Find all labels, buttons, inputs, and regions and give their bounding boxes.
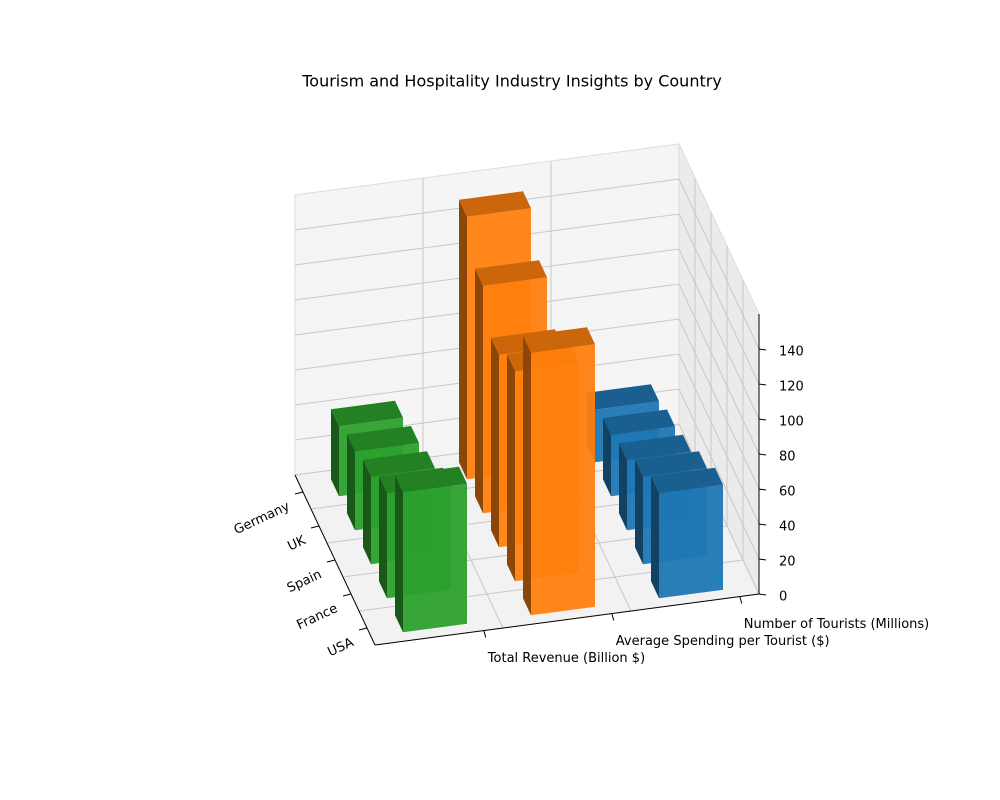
z-tick [758,453,767,456]
bar-top [635,451,707,477]
bar-left [475,268,483,514]
x-tick-label: Total Revenue (Billion $) [487,651,645,666]
bar-front [403,483,467,633]
z-tick-label: 120 [779,380,804,395]
z-tick-label: 80 [779,450,796,465]
bar-top [651,467,723,494]
bar-front [659,484,723,599]
bar-left [379,476,387,599]
z-tick-label: 100 [779,415,804,430]
bar-left [347,434,355,531]
z-tick [758,523,767,526]
z-tick [758,348,767,351]
bar-top [363,451,435,477]
bar [523,327,595,616]
bar-left [491,337,499,548]
bar-top [603,409,675,435]
x-tick-label: Number of Tourists (Millions) [744,617,929,632]
bar-left [363,459,371,565]
y-tick-label: USA [325,635,356,660]
x-axis [374,593,760,646]
bar-top [587,384,659,410]
bar-left [395,475,403,633]
bar-top [619,434,691,461]
z-tick [758,488,767,491]
bar-top [347,426,419,452]
x-tick-label: Average Spending per Tourist ($) [616,634,830,649]
bar-top [395,466,467,493]
bar-top [475,260,547,286]
y-tick [342,593,352,597]
z-tick-label: 40 [779,520,796,535]
bar-left [331,409,339,497]
z-tick-label: 140 [779,345,804,360]
y-tick-label: Spain [285,567,324,596]
y-tick [326,559,336,563]
x-tick [611,613,615,621]
bar-left [523,335,531,616]
x-tick [483,630,487,638]
bar-top [523,327,595,353]
y-tick-label: Germany [232,499,293,538]
z-tick [758,558,767,561]
bar-left [651,476,659,599]
bar-left [459,199,467,480]
y-tick-label: UK [285,533,308,554]
y-tick [294,491,304,495]
bar-left [603,418,611,497]
grid-line-v [342,246,728,578]
bar-top [459,191,531,217]
bar-left [507,354,515,582]
bar-left [619,443,627,531]
z-tick-label: 20 [779,555,796,570]
bar-front [531,344,595,616]
z-tick [758,383,767,386]
bar [395,466,467,633]
x-tick [739,596,743,604]
bar-top [331,400,403,427]
chart-title: Tourism and Hospitality Industry Insight… [301,72,722,91]
bar-left [635,459,643,565]
z-tick [758,593,767,596]
z-tick [758,418,767,421]
y-tick [310,525,320,529]
grid-line-v [358,280,744,612]
z-tick-label: 0 [779,590,787,605]
z-tick-label: 60 [779,485,796,500]
y-tick [358,627,368,631]
bar [651,467,723,599]
y-tick-label: France [295,601,341,633]
